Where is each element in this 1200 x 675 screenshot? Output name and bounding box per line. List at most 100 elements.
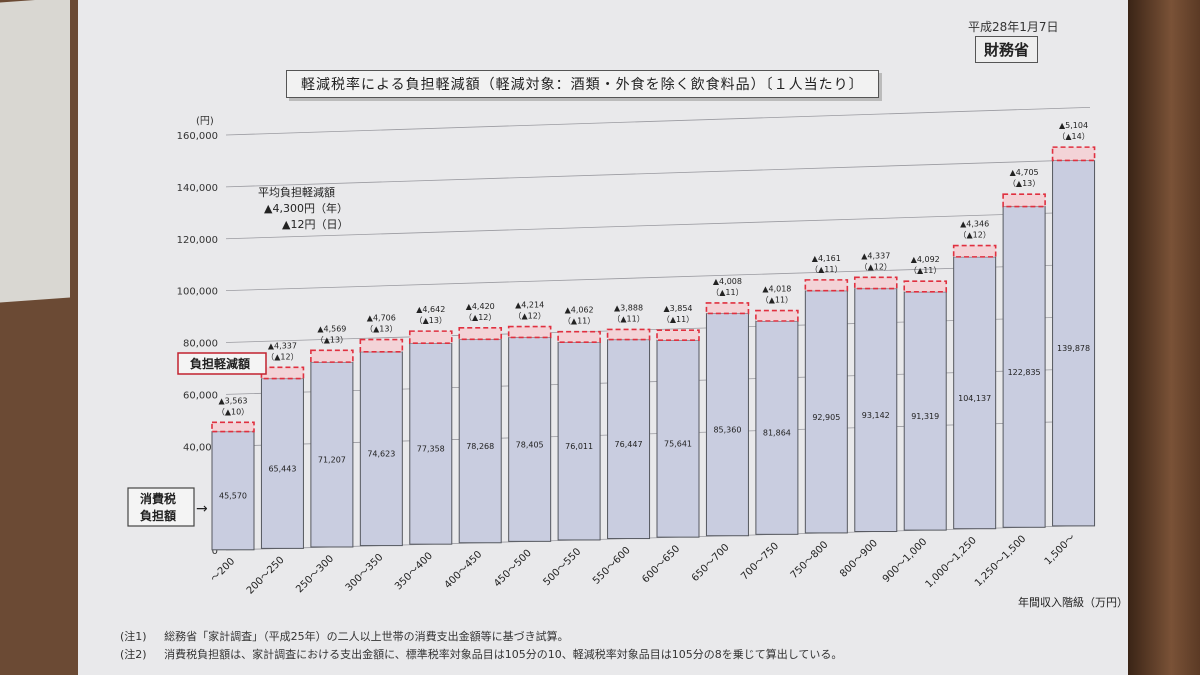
- relief-bar: [211, 421, 255, 433]
- x-tick-label: 250～300: [294, 553, 336, 595]
- x-tick-label: 750～800: [789, 539, 831, 581]
- tax-value-label: 71,207: [318, 456, 346, 465]
- relief-bar: [755, 309, 799, 322]
- relief-daily-label: （▲11）: [909, 266, 941, 275]
- relief-label: 負担軽減額: [190, 356, 250, 371]
- relief-value-label: ▲4,018: [762, 285, 791, 294]
- relief-value-label: ▲4,161: [812, 254, 841, 263]
- relief-bar: [557, 330, 601, 344]
- relief-value-label: ▲4,008: [713, 277, 742, 286]
- tax-value-label: 139,878: [1057, 344, 1090, 353]
- tax-bar: [903, 291, 947, 531]
- relief-daily-label: （▲13）: [316, 335, 348, 344]
- tax-bar: [557, 341, 601, 541]
- tax-bar: [656, 339, 700, 538]
- relief-daily-label: （▲12）: [958, 231, 990, 240]
- tax-bar: [1052, 159, 1096, 527]
- tax-value-label: 85,360: [713, 426, 741, 435]
- note-2: (注2) 消費税負担額は、家計調査における支出金額に、標準税率対象品目は105分…: [120, 646, 842, 662]
- y-tick-label: 100,000: [177, 287, 218, 298]
- relief-value-label: ▲3,854: [663, 304, 692, 313]
- x-tick-label: 300～350: [344, 552, 386, 594]
- x-axis-label: 年間収入階級（万円）: [1018, 595, 1128, 609]
- average-title: 平均負担軽減額: [258, 185, 335, 199]
- x-tick-label: 650～700: [690, 542, 732, 584]
- x-tick-label: 450～500: [492, 548, 534, 590]
- relief-daily-label: （▲12）: [464, 313, 496, 322]
- x-tick-label: 600～650: [640, 543, 682, 585]
- relief-value-label: ▲4,337: [268, 341, 297, 350]
- tax-arrow-icon: →: [196, 501, 208, 517]
- tax-value-label: 122,835: [1008, 368, 1041, 377]
- relief-daily-label: （▲11）: [662, 315, 694, 324]
- relief-bar: [260, 366, 305, 380]
- relief-daily-label: （▲13）: [415, 316, 447, 325]
- relief-bar: [705, 302, 750, 315]
- note-1-text: 総務省「家計調査」（平成25年）の二人以上世帯の消費支出金額等に基づき試算。: [164, 630, 569, 643]
- tax-bar: [953, 256, 997, 530]
- tax-value-label: 92,905: [812, 413, 840, 422]
- relief-daily-label: （▲14）: [1057, 132, 1089, 141]
- relief-value-label: ▲4,705: [1010, 168, 1039, 177]
- x-tick-label: 350～400: [393, 551, 435, 593]
- x-tick-label: 800～900: [838, 538, 880, 580]
- relief-daily-label: （▲12）: [266, 352, 298, 361]
- y-tick-label: 120,000: [177, 235, 218, 246]
- relief-daily-label: （▲13）: [365, 325, 397, 334]
- relief-daily-label: （▲13）: [1008, 179, 1040, 188]
- gridline: [225, 263, 1091, 292]
- x-tick-label: 1,000～1,250: [924, 535, 979, 590]
- relief-value-label: ▲3,888: [614, 303, 643, 312]
- relief-daily-label: （▲11）: [810, 265, 842, 274]
- tax-value-label: 75,641: [664, 440, 692, 449]
- tax-label-line2: 負担額: [140, 508, 176, 523]
- relief-bar: [804, 279, 849, 292]
- average-year: ▲4,300円（年）: [264, 201, 348, 215]
- relief-bar: [359, 338, 404, 353]
- relief-value-label: ▲4,092: [911, 255, 940, 264]
- tax-value-label: 78,405: [516, 440, 544, 449]
- note-2-tag: (注2): [120, 648, 147, 661]
- tax-bar: [211, 431, 255, 551]
- y-tick-label: 140,000: [177, 183, 218, 194]
- x-tick-label: ～200: [209, 556, 237, 584]
- relief-bar: [952, 244, 997, 258]
- tax-bar: [260, 378, 304, 549]
- relief-value-label: ▲4,214: [515, 301, 544, 310]
- y-axis-unit: (円): [196, 116, 214, 127]
- tax-value-label: 76,011: [565, 442, 593, 451]
- x-tick-label: 700～750: [739, 541, 781, 583]
- tax-bar: [310, 361, 354, 548]
- relief-bar: [507, 325, 552, 339]
- note-2-text: 消費税負担額は、家計調査における支出金額に、標準税率対象品目は105分の10、軽…: [164, 648, 843, 661]
- desk-edge: [1128, 0, 1200, 675]
- relief-bar: [903, 280, 948, 293]
- relief-value-label: ▲5,104: [1059, 121, 1088, 130]
- gridline: [225, 106, 1091, 136]
- document-date: 平成28年1月7日: [968, 20, 1059, 34]
- relief-bar: [408, 330, 453, 344]
- relief-value-label: ▲4,062: [565, 306, 594, 315]
- tax-value-label: 91,319: [911, 412, 939, 421]
- y-axis-ticks: 0 40,000 60,000 80,000 100,000 120,000 140,000…: [177, 131, 218, 557]
- relief-value-label: ▲4,642: [416, 305, 445, 314]
- relief-daily-label: （▲11）: [761, 296, 793, 305]
- ministry-label: 財務省: [975, 36, 1039, 63]
- relief-daily-label: （▲12）: [513, 312, 545, 321]
- relief-value-label: ▲4,420: [466, 302, 495, 311]
- y-tick-label: 60,000: [183, 390, 218, 401]
- x-tick-label: 1,250～1,500: [973, 534, 1028, 589]
- tax-label-line1: 消費税: [140, 491, 176, 506]
- tax-value-label: 81,864: [763, 429, 791, 438]
- relief-label-box: [177, 352, 267, 375]
- relief-value-label: ▲3,563: [218, 396, 247, 405]
- tax-value-label: 76,447: [615, 440, 643, 449]
- relief-daily-label: （▲10）: [217, 407, 249, 416]
- relief-value-label: ▲4,706: [367, 314, 396, 323]
- x-tick-label: 500～550: [541, 546, 583, 588]
- relief-bar: [853, 276, 898, 290]
- y-tick-label: 40,000: [183, 442, 218, 453]
- tax-value-label: 77,358: [417, 445, 445, 454]
- note-1-tag: (注1): [120, 630, 147, 643]
